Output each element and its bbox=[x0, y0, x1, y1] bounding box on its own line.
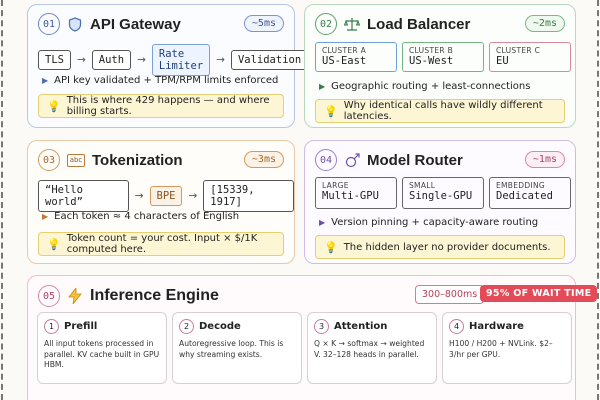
tip-note: 💡 Why identical calls have wildly differe… bbox=[315, 99, 565, 123]
latency-badge: ~1ms bbox=[524, 151, 565, 168]
latency-badge: ~3ms bbox=[243, 151, 284, 168]
decode-step: 2 Decode Autoregressive loop. This is why… bbox=[172, 312, 302, 384]
model-router-card: 04 Model Router ~1ms LARGE Multi-GPU SMAL… bbox=[304, 140, 576, 264]
model-small: SMALL Single-GPU bbox=[402, 177, 484, 209]
step-number: 02 bbox=[315, 13, 337, 35]
bullet: ▶ Each token ≈ 4 characters of English bbox=[42, 211, 240, 222]
lightbulb-icon: 💡 bbox=[324, 240, 338, 254]
pipeline: TLS → Auth → Rate Limiter → Validation bbox=[38, 44, 309, 76]
prefill-step: 1 Prefill All input tokens processed in p… bbox=[37, 312, 167, 384]
latency-badge: ~2ms bbox=[524, 15, 565, 32]
bullet: ▶ Version pinning + capacity-aware routin… bbox=[319, 217, 539, 228]
pipeline-step: Auth bbox=[91, 50, 132, 70]
card-title: Model Router bbox=[367, 151, 463, 169]
step-number: 05 bbox=[38, 285, 60, 307]
load-balancer-card: 02 Load Balancer ~2ms CLUSTER A US-East C… bbox=[304, 4, 576, 128]
tip-note: 💡 The hidden layer no provider documents. bbox=[315, 235, 565, 259]
cluster-c: CLUSTER C EU bbox=[489, 42, 571, 72]
model-large: LARGE Multi-GPU bbox=[315, 177, 397, 209]
card-title: Tokenization bbox=[92, 151, 183, 169]
cluster-a: CLUSTER A US-East bbox=[315, 42, 397, 72]
wait-time-badge: 95% OF WAIT TIME bbox=[480, 285, 598, 302]
lightbulb-icon: 💡 bbox=[47, 237, 61, 251]
pipeline-step: Validation bbox=[230, 50, 309, 70]
left-dashed-border bbox=[1, 0, 3, 400]
tip-note: 💡 Token count = your cost. Input × $/1K c… bbox=[38, 232, 284, 256]
tip-note: 💡 This is where 429 happens — and where b… bbox=[38, 94, 284, 118]
cluster-list: CLUSTER A US-East CLUSTER B US-West CLUSTE… bbox=[315, 42, 571, 72]
pipeline-step: TLS bbox=[38, 50, 71, 70]
pipeline-step: [15339, 1917] bbox=[203, 180, 294, 212]
pipeline-step-highlight: BPE bbox=[149, 186, 183, 206]
step-number: 03 bbox=[38, 149, 60, 171]
pipeline: “Hello world” → BPE → [15339, 1917] bbox=[38, 180, 294, 212]
step-number: 04 bbox=[315, 149, 337, 171]
step-number: 01 bbox=[38, 13, 60, 35]
tokenization-card: 03 abc Tokenization ~3ms “Hello world” → … bbox=[27, 140, 295, 264]
bullet: ▶ Geographic routing + least-connections bbox=[319, 81, 531, 92]
card-title: Load Balancer bbox=[367, 15, 471, 33]
right-dashed-border bbox=[597, 0, 599, 400]
attention-step: 3 Attention Q × K → softmax → weighted V.… bbox=[307, 312, 437, 384]
cluster-b: CLUSTER B US-West bbox=[402, 42, 484, 72]
latency-badge: ~5ms bbox=[243, 15, 284, 32]
latency-badge: 300–800ms bbox=[415, 285, 485, 304]
hardware-step: 4 Hardware H100 / H200 + NVLink. $2–3/hr … bbox=[442, 312, 572, 384]
compass-icon bbox=[344, 152, 360, 168]
lightbulb-icon: 💡 bbox=[324, 104, 338, 118]
shield-icon bbox=[67, 16, 83, 32]
card-title: Inference Engine bbox=[90, 287, 219, 304]
card-title: API Gateway bbox=[90, 15, 181, 33]
pipeline-step: “Hello world” bbox=[38, 180, 129, 212]
pipeline-step-highlight: Rate Limiter bbox=[151, 44, 211, 76]
model-size-list: LARGE Multi-GPU SMALL Single-GPU EMBEDDING… bbox=[315, 177, 571, 209]
api-gateway-card: 01 API Gateway ~5ms TLS → Auth → Rate Limi… bbox=[27, 4, 309, 128]
model-embedding: EMBEDDING Dedicated bbox=[489, 177, 571, 209]
scale-icon bbox=[344, 16, 360, 32]
lightbulb-icon: 💡 bbox=[47, 99, 61, 113]
bullet: ▶ API key validated + TPM/RPM limits enfo… bbox=[42, 75, 279, 86]
abc-icon: abc bbox=[67, 153, 85, 167]
lightning-icon bbox=[67, 288, 83, 304]
